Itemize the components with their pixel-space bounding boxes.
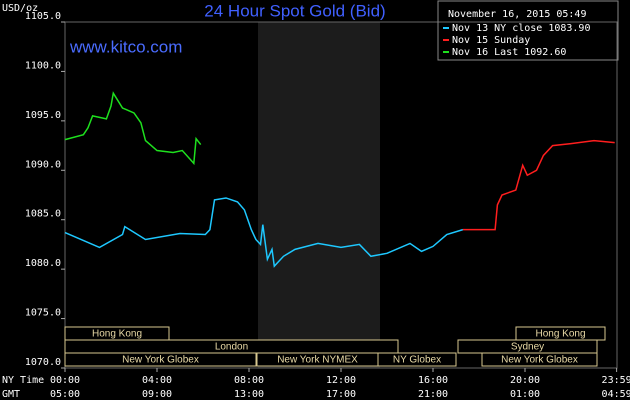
x-row-label: GMT (2, 389, 20, 400)
legend-entry: Nov 15 Sunday (452, 35, 530, 46)
x-row-label: NY Time (2, 375, 44, 386)
x-tick-label: 23:59 (602, 375, 630, 386)
session-label: New York Globex (122, 355, 199, 366)
x-tick-label: 04:00 (142, 375, 172, 386)
session-label: Hong Kong (92, 329, 142, 340)
x-tick-label: 08:00 (234, 375, 264, 386)
gmt-label: 05:00 (50, 389, 80, 400)
closed-band (258, 22, 380, 368)
session-label: New York Globex (501, 355, 578, 366)
x-tick-label: 12:00 (326, 375, 356, 386)
legend-entry: Nov 13 NY close 1083.90 (452, 23, 590, 34)
y-tick-label: 1105.0 (25, 11, 61, 22)
price-line (64, 91, 202, 166)
session-label: New York NYMEX (277, 355, 358, 366)
x-tick-label: 00:00 (50, 375, 80, 386)
y-tick-label: 1090.0 (25, 159, 61, 170)
gmt-label: 01:00 (510, 389, 540, 400)
gmt-label: 21:00 (418, 389, 448, 400)
legend-box (437, 0, 619, 61)
gmt-label: 13:00 (234, 389, 264, 400)
price-line (462, 139, 615, 231)
y-tick-label: 1095.0 (25, 110, 61, 121)
y-tick-label: 1100.0 (25, 60, 61, 71)
site-label: www.kitco.com (69, 37, 182, 56)
session-label: Sydney (511, 342, 544, 353)
gmt-label: 17:00 (326, 389, 356, 400)
y-tick-label: 1070.0 (25, 357, 61, 368)
y-tick-label: 1075.0 (25, 308, 61, 319)
x-tick-label: 16:00 (418, 375, 448, 386)
gmt-label: 09:00 (142, 389, 172, 400)
legend-entry: Nov 16 Last 1092.60 (452, 47, 566, 58)
price-line (64, 197, 464, 268)
session-label: London (215, 342, 248, 353)
y-axis-label: USD/oz (2, 3, 38, 14)
session-box (64, 352, 257, 367)
session-box (481, 352, 598, 367)
x-tick-label: 20:00 (510, 375, 540, 386)
gmt-label: 04:59 (602, 389, 630, 400)
timestamp: November 16, 2015 05:49 (448, 9, 586, 20)
y-tick-label: 1080.0 (25, 258, 61, 269)
session-box (377, 352, 457, 367)
session-label: Hong Kong (535, 329, 585, 340)
session-label: NY Globex (393, 355, 441, 366)
y-tick-label: 1085.0 (25, 209, 61, 220)
chart-title: 24 Hour Spot Gold (Bid) (204, 1, 385, 20)
